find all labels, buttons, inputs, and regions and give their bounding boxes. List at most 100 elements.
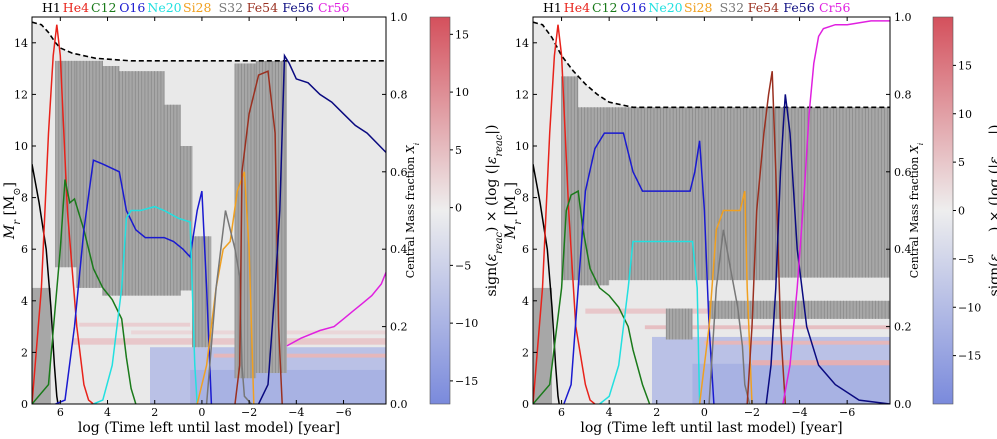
convective-zone <box>775 107 890 278</box>
chart-panel-left: 6 4 2 0 −2 −4 −6 0 2 4 6 8 10 12 14 0.0 0.2 0.4 0.6 0.8 1.0 l… <box>2 0 505 436</box>
y-tick-label: 14 <box>14 37 28 50</box>
convective-zone <box>708 300 890 319</box>
legend-entry-s32: S32 <box>720 0 744 15</box>
colorbar-tick-label: 5 <box>455 144 462 157</box>
total-mass-line <box>533 21 890 109</box>
series-line-fe56 <box>765 94 890 404</box>
x-tick-label: 0 <box>701 406 708 419</box>
x-tick-label: −4 <box>288 406 304 419</box>
series-line-fe56 <box>257 53 386 404</box>
y2-axis-label: Central Mass fraction Xi <box>908 142 925 278</box>
plot-frame <box>532 16 891 405</box>
colorbar-tick-label: −10 <box>455 317 478 330</box>
y-axis-label: Mr [M⊙] <box>2 182 23 240</box>
colorbar-tick-label: 15 <box>958 59 972 72</box>
y-tick-label: 2 <box>21 346 28 359</box>
chart-panel-right: 6 4 2 0 −2 −4 −6 0 2 4 6 8 10 12 14 0.0 0.2 0.4 0.6 0.8 1.0 l… <box>503 0 997 436</box>
convective-zone <box>76 60 103 288</box>
y-tick-label: 0 <box>522 398 529 411</box>
convective-zone <box>180 146 193 291</box>
convective-zone <box>608 107 776 281</box>
convective-zone-fill <box>709 300 890 319</box>
burning-shell <box>72 338 386 345</box>
y-tick-label: 8 <box>21 192 28 205</box>
colorbar-bar <box>932 16 954 405</box>
legend-entry-he4: He4 <box>564 0 590 15</box>
series-line-he4 <box>533 24 596 404</box>
x-axis-label: log (Time left until last model) [year] <box>580 420 842 436</box>
y-tick-label: 12 <box>14 88 28 101</box>
y2-tick-label: 0.6 <box>390 166 408 179</box>
convective-zone <box>163 104 181 296</box>
series-line-c12 <box>533 189 651 404</box>
legend-entry-he4: He4 <box>63 0 89 15</box>
x-tick-label: 2 <box>151 406 158 419</box>
y-tick-label: 8 <box>522 192 529 205</box>
burning-shell <box>704 340 890 345</box>
legend-entry-fe54: Fe54 <box>247 0 278 15</box>
legend-entry-si28: Si28 <box>183 0 212 15</box>
convective-zone-fill <box>102 66 120 296</box>
series-line-ne20 <box>93 205 198 404</box>
colorbar-tick-label: −15 <box>455 375 478 388</box>
y2-axis-label: Central Mass fraction Xi <box>404 142 421 278</box>
energy-loss-band <box>692 363 890 404</box>
series-line-s32 <box>708 229 751 404</box>
colorbar-tick-label: 5 <box>958 156 965 169</box>
legend-entry-c12: C12 <box>592 0 617 15</box>
y2-tick-label: 0.8 <box>894 88 912 101</box>
y-tick-label: 10 <box>515 140 529 153</box>
colorbar-tick-label: −15 <box>958 350 981 363</box>
x-tick-label: −2 <box>241 406 257 419</box>
legend: H1 He4 C12 O16 Ne20 Si28 S32 Fe54 Fe56 Cr56 <box>543 0 850 15</box>
burning-shell <box>213 353 386 358</box>
burning-shell <box>644 325 890 330</box>
x-tick-label: 4 <box>104 406 111 419</box>
convective-core <box>32 287 51 404</box>
y2-tick-label: 0.0 <box>894 398 912 411</box>
series-line-h1 <box>533 163 560 404</box>
convective-zone <box>665 308 693 340</box>
colorbar-tick-label: 0 <box>958 205 965 218</box>
colorbar-tick-label: 10 <box>958 108 972 121</box>
convective-zone <box>255 60 287 374</box>
series-line-cr56 <box>286 272 386 347</box>
y2-tick-label: 1.0 <box>390 11 408 24</box>
legend-entry-fe56: Fe56 <box>783 0 814 15</box>
y2-tick-label: 1.0 <box>894 11 912 24</box>
convective-zone <box>102 66 120 296</box>
y-tick-label: 4 <box>21 295 28 308</box>
convective-zone-fill <box>775 107 890 278</box>
colorbar-tick-label: −10 <box>958 301 981 314</box>
legend-entry-c12: C12 <box>91 0 116 15</box>
legend-entry-si28: Si28 <box>684 0 713 15</box>
y2-tick-label: 0.2 <box>894 321 912 334</box>
y2-tick-label: 0.6 <box>894 166 912 179</box>
x-tick-label: 2 <box>653 406 660 419</box>
x-tick-label: 6 <box>57 406 64 419</box>
convective-zone <box>55 60 77 268</box>
y-tick-label: 6 <box>21 243 28 256</box>
outside-star-region <box>533 17 890 108</box>
legend-entry-cr56: Cr56 <box>819 0 850 15</box>
x-tick-label: 4 <box>606 406 613 419</box>
legend-entry-cr56: Cr56 <box>318 0 349 15</box>
y2-tick-label: 0.8 <box>390 88 408 101</box>
x-tick-label: −2 <box>744 406 760 419</box>
colorbar-tick-label: −5 <box>455 259 471 272</box>
series-line-ne20 <box>599 240 701 404</box>
legend-entry-fe54: Fe54 <box>748 0 779 15</box>
series-line-o16 <box>55 159 213 404</box>
y2-tick-label: 0.4 <box>390 243 408 256</box>
convective-zone <box>234 63 257 379</box>
x-tick-label: 0 <box>198 406 205 419</box>
x-tick-label: 6 <box>558 406 565 419</box>
legend-entry-fe56: Fe56 <box>282 0 313 15</box>
series-line-he4 <box>32 24 94 404</box>
plot-area <box>533 17 890 404</box>
legend-entry-ne20: Ne20 <box>648 0 682 15</box>
colorbar-label: sign(εreac) × (log (|εreac|) <box>484 124 505 296</box>
legend-entry-ne20: Ne20 <box>147 0 181 15</box>
convective-zone <box>118 71 165 296</box>
